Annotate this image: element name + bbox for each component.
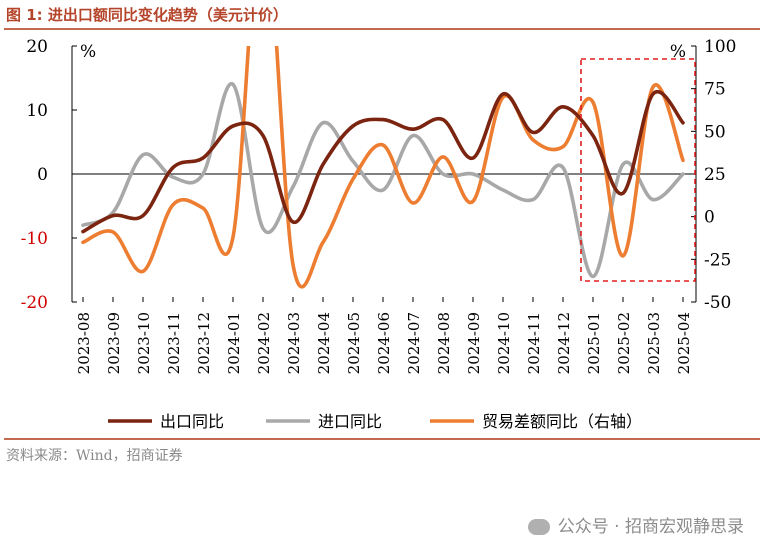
x-tick-label: 2023-10 bbox=[135, 312, 153, 374]
highlight-box bbox=[580, 58, 696, 282]
x-tick-label: 2024-06 bbox=[375, 312, 393, 374]
x-tick-label: 2023-08 bbox=[75, 312, 93, 374]
source-note: 资料来源：Wind，招商证券 bbox=[6, 448, 183, 464]
left-unit-label: % bbox=[80, 42, 96, 62]
legend-label-2: 贸易差额同比（右轴） bbox=[482, 412, 642, 431]
x-tick-label: 2024-03 bbox=[285, 312, 303, 374]
x-tick-label: 2024-01 bbox=[225, 312, 243, 374]
chart-title: 图 1: 进出口额同比变化趋势（美元计价） bbox=[6, 6, 288, 24]
x-tick-label: 2024-02 bbox=[255, 312, 273, 374]
x-tick-label: 2024-04 bbox=[315, 312, 333, 374]
x-tick-label: 2023-09 bbox=[105, 312, 123, 374]
right-tick-label: 25 bbox=[704, 165, 726, 185]
wechat-icon bbox=[527, 519, 550, 535]
series-line-1 bbox=[81, 82, 685, 279]
x-tick-label: 2023-11 bbox=[165, 312, 183, 374]
legend-label-0: 出口同比 bbox=[160, 412, 224, 431]
right-tick-label: 50 bbox=[704, 122, 726, 142]
left-tick-label: -10 bbox=[21, 229, 48, 249]
right-tick-label: -50 bbox=[704, 293, 731, 313]
left-tick-label: -20 bbox=[21, 293, 48, 313]
series-line-2 bbox=[81, 46, 685, 289]
x-tick-label: 2025-04 bbox=[675, 312, 693, 374]
bottom-divider bbox=[4, 438, 760, 440]
plot-area bbox=[81, 46, 685, 289]
x-tick-label: 2024-08 bbox=[435, 312, 453, 374]
right-tick-label: 100 bbox=[704, 37, 736, 57]
legend-label-1: 进口同比 bbox=[318, 412, 382, 431]
right-tick-label: 75 bbox=[704, 80, 726, 100]
x-tick-label: 2023-12 bbox=[195, 312, 213, 374]
x-tick-label: 2024-10 bbox=[495, 312, 513, 374]
left-tick-label: 20 bbox=[26, 37, 48, 57]
x-tick-label: 2024-11 bbox=[525, 312, 543, 374]
watermark: 公众号 · 招商宏观静思录 bbox=[527, 512, 744, 537]
title-divider bbox=[4, 28, 760, 30]
right-unit-label: % bbox=[670, 42, 686, 62]
x-tick-label: 2025-01 bbox=[585, 312, 603, 374]
legend: 出口同比 进口同比 贸易差额同比（右轴） bbox=[108, 412, 642, 431]
series-line-0 bbox=[81, 89, 685, 234]
x-tick-label: 2025-03 bbox=[645, 312, 663, 374]
right-tick-label: -25 bbox=[704, 250, 731, 270]
right-tick-label: 0 bbox=[704, 208, 715, 228]
left-tick-label: 0 bbox=[37, 165, 48, 185]
x-tick-label: 2025-02 bbox=[615, 312, 633, 374]
x-tick-label: 2024-05 bbox=[345, 312, 363, 374]
x-tick-labels: 2023-08 2023-09 2023-10 2023-11 2023-12 2024-… bbox=[75, 312, 693, 374]
left-tick-label: 10 bbox=[26, 101, 48, 121]
watermark-text: 公众号 · 招商宏观静思录 bbox=[557, 517, 744, 537]
x-tick-label: 2024-09 bbox=[465, 312, 483, 374]
x-tick-label: 2024-07 bbox=[405, 312, 423, 374]
x-tick-label: 2024-12 bbox=[555, 312, 573, 374]
